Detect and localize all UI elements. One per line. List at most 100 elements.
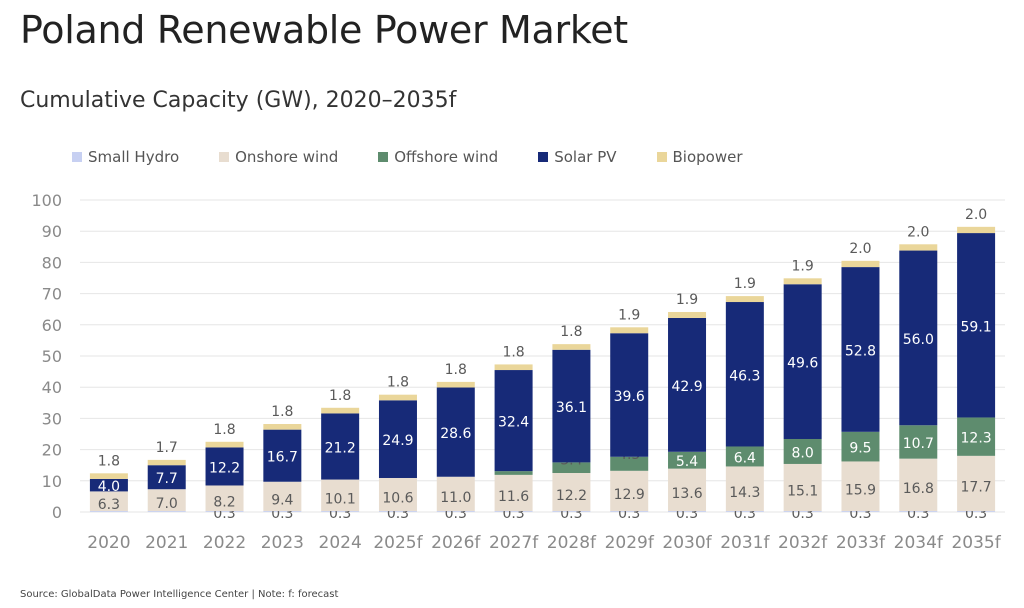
bar-offshore-wind-2031f xyxy=(725,446,764,467)
data-label-solar-pv-2031f: 46.3 xyxy=(729,368,760,384)
bar-small-hydro-2031f xyxy=(725,511,764,512)
data-label-onshore-wind-2026f: 11.0 xyxy=(440,490,471,506)
data-label-solar-pv-2023: 16.7 xyxy=(267,450,298,466)
data-label-onshore-wind-2021: 7.0 xyxy=(156,496,178,512)
bar-small-hydro-2023 xyxy=(263,511,302,512)
data-label-solar-pv-2028f: 36.1 xyxy=(556,400,587,416)
bar-biopower-2033f xyxy=(841,260,880,268)
bar-small-hydro-2030f xyxy=(668,511,707,512)
bar-solar-pv-2033f xyxy=(841,267,880,432)
bar-onshore-wind-2026f xyxy=(436,476,475,512)
legend-label-offshore-wind: Offshore wind xyxy=(394,148,499,166)
x-tick-label-2023: 2023 xyxy=(261,533,304,553)
bar-offshore-wind-2028f xyxy=(552,462,591,473)
bar-solar-pv-2030f xyxy=(668,317,707,452)
bar-small-hydro-2022 xyxy=(205,511,244,512)
data-label-onshore-wind-2027f: 11.6 xyxy=(498,489,529,505)
data-label-onshore-wind-2028f: 12.2 xyxy=(556,488,587,504)
data-label-solar-pv-2026f: 28.6 xyxy=(440,426,471,442)
bar-biopower-2028f xyxy=(552,344,591,350)
bar-onshore-wind-2033f xyxy=(841,461,880,512)
bar-biopower-2025f xyxy=(378,394,417,401)
bar-onshore-wind-2021 xyxy=(147,489,186,512)
data-label-onshore-wind-2035f: 17.7 xyxy=(961,479,992,495)
x-tick-label-2032f: 2032f xyxy=(778,533,828,553)
bar-onshore-wind-2030f xyxy=(668,468,707,512)
bar-solar-pv-2031f xyxy=(725,302,764,447)
bar-small-hydro-2020 xyxy=(89,511,128,512)
x-tick-label-2022: 2022 xyxy=(203,533,246,553)
bar-onshore-wind-2031f xyxy=(725,466,764,512)
bar-offshore-wind-2029f xyxy=(610,456,649,471)
bar-solar-pv-2021 xyxy=(147,465,186,490)
bar-onshore-wind-2029f xyxy=(610,470,649,512)
bar-offshore-wind-2035f xyxy=(957,417,996,456)
bar-small-hydro-2025f xyxy=(378,511,417,512)
data-label-solar-pv-2034f: 56.0 xyxy=(903,332,934,348)
data-label-solar-pv-2029f: 39.6 xyxy=(614,389,645,405)
bar-biopower-2026f xyxy=(436,381,475,388)
data-label-solar-pv-2027f: 32.4 xyxy=(498,415,529,431)
bar-small-hydro-2024 xyxy=(321,511,360,512)
bar-solar-pv-2022 xyxy=(205,447,244,486)
data-label-onshore-wind-2029f: 12.9 xyxy=(614,487,645,503)
bar-solar-pv-2029f xyxy=(610,333,649,457)
bar-small-hydro-2033f xyxy=(841,511,880,512)
data-label-biopower-2020: 1.8 xyxy=(98,453,120,469)
y-tick-label-60: 60 xyxy=(42,316,62,335)
bar-onshore-wind-2035f xyxy=(957,455,996,512)
x-tick-label-2025f: 2025f xyxy=(373,533,423,553)
data-label-biopower-2032f: 1.9 xyxy=(792,258,814,274)
bar-onshore-wind-2027f xyxy=(494,474,533,512)
chart-legend: Small Hydro Onshore wind Offshore wind S… xyxy=(72,148,783,166)
bar-onshore-wind-2032f xyxy=(783,463,822,512)
data-label-solar-pv-2020: 4.0 xyxy=(98,479,120,495)
bar-onshore-wind-2034f xyxy=(899,458,938,512)
legend-item-onshore-wind: Onshore wind xyxy=(219,148,338,166)
bar-biopower-2034f xyxy=(899,244,938,251)
data-label-solar-pv-2024: 21.2 xyxy=(325,440,356,456)
data-label-biopower-2027f: 1.8 xyxy=(502,344,524,360)
data-label-onshore-wind-2030f: 13.6 xyxy=(671,486,702,502)
x-tick-label-2026f: 2026f xyxy=(431,533,481,553)
data-label-biopower-2028f: 1.8 xyxy=(560,324,582,340)
data-label-onshore-wind-2023: 9.4 xyxy=(271,492,293,508)
source-note: Source: GlobalData Power Intelligence Ce… xyxy=(20,589,339,600)
legend-swatch-biopower xyxy=(656,152,667,162)
bar-biopower-2021 xyxy=(147,459,186,466)
data-label-onshore-wind-2031f: 14.3 xyxy=(729,485,760,501)
data-label-offshore-wind-2034f: 10.7 xyxy=(903,436,934,452)
data-label-onshore-wind-2032f: 15.1 xyxy=(787,484,818,500)
data-label-biopower-2030f: 1.9 xyxy=(676,292,698,308)
bar-small-hydro-2028f xyxy=(552,511,591,512)
bar-small-hydro-2032f xyxy=(783,511,822,512)
bar-biopower-2035f xyxy=(957,226,996,234)
y-tick-label-30: 30 xyxy=(42,409,62,428)
data-label-biopower-2031f: 1.9 xyxy=(734,276,756,292)
bar-biopower-2027f xyxy=(494,364,533,371)
data-label-offshore-wind-2032f: 8.0 xyxy=(792,445,814,461)
data-label-biopower-2035f: 2.0 xyxy=(965,207,987,223)
bar-onshore-wind-2024 xyxy=(321,479,360,512)
y-tick-label-40: 40 xyxy=(42,378,62,397)
data-label-offshore-wind-2033f: 9.5 xyxy=(849,441,871,457)
y-tick-label-80: 80 xyxy=(42,253,62,272)
data-label-biopower-2029f: 1.9 xyxy=(618,307,640,323)
x-tick-label-2033f: 2033f xyxy=(836,533,886,553)
bar-biopower-2020 xyxy=(89,473,128,479)
bar-solar-pv-2028f xyxy=(552,349,591,463)
bar-solar-pv-2034f xyxy=(899,250,938,426)
legend-label-small-hydro: Small Hydro xyxy=(88,148,180,166)
bar-small-hydro-2021 xyxy=(147,511,186,512)
legend-swatch-small-hydro xyxy=(72,152,82,162)
data-label-onshore-wind-2034f: 16.8 xyxy=(903,481,934,497)
x-tick-label-2034f: 2034f xyxy=(894,533,944,553)
legend-swatch-offshore-wind xyxy=(378,152,389,162)
y-tick-label-90: 90 xyxy=(42,222,62,241)
x-tick-label-2031f: 2031f xyxy=(720,533,770,553)
data-label-solar-pv-2021: 7.7 xyxy=(156,471,178,487)
bar-solar-pv-2020 xyxy=(89,478,128,492)
data-label-biopower-2022: 1.8 xyxy=(213,422,235,438)
y-tick-label-70: 70 xyxy=(42,285,62,304)
bar-solar-pv-2025f xyxy=(378,400,417,478)
